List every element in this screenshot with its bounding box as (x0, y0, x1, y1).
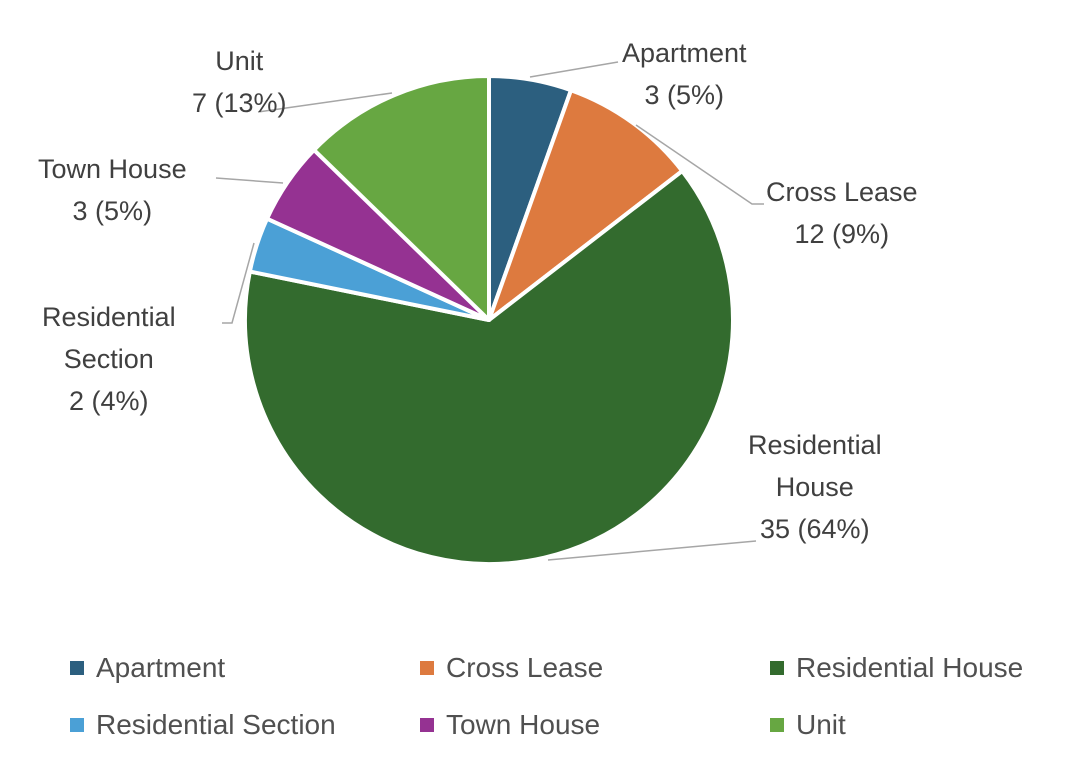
leader-line-apartment (529, 61, 619, 78)
data-label-residential-section-value: 2 (4%) (69, 386, 149, 416)
data-label-cross-lease-name: Cross Lease (766, 177, 918, 207)
leader-line-unit (257, 92, 393, 113)
data-label-residential-house: Residential House 35 (64%) (748, 424, 882, 550)
data-label-residential-house-name-2: House (775, 472, 854, 502)
pie-slice-cross-lease (487, 88, 685, 322)
leader-line-residential-section (222, 242, 255, 324)
data-label-unit-name: Unit (215, 46, 264, 76)
data-label-residential-house-value: 35 (64%) (760, 514, 870, 544)
leader-line-town-house (215, 177, 284, 184)
data-label-residential-house-name-1: Residential (748, 430, 882, 460)
data-label-cross-lease-value: 12 (9%) (794, 219, 890, 249)
data-label-cross-lease: Cross Lease 12 (9%) (766, 171, 918, 255)
data-label-residential-section-name-1: Residential (42, 302, 176, 332)
data-label-town-house-name: Town House (38, 154, 187, 184)
pie-slice-unit (312, 74, 491, 322)
data-label-apartment-value: 3 (5%) (644, 80, 725, 110)
data-label-unit-value: 7 (13%) (192, 88, 287, 118)
data-label-residential-section: Residential Section 2 (4%) (42, 296, 176, 422)
data-label-residential-section-name-2: Section (63, 344, 154, 374)
pie-slice-residential-house (243, 169, 735, 566)
data-label-apartment-name: Apartment (622, 38, 747, 68)
data-label-town-house: Town House 3 (5%) (38, 148, 187, 232)
leader-line-residential-house (547, 540, 757, 561)
data-label-town-house-value: 3 (5%) (72, 196, 153, 226)
data-label-unit: Unit 7 (13%) (192, 40, 287, 124)
leader-line-cross-lease (635, 124, 764, 205)
data-label-apartment: Apartment 3 (5%) (622, 32, 747, 116)
